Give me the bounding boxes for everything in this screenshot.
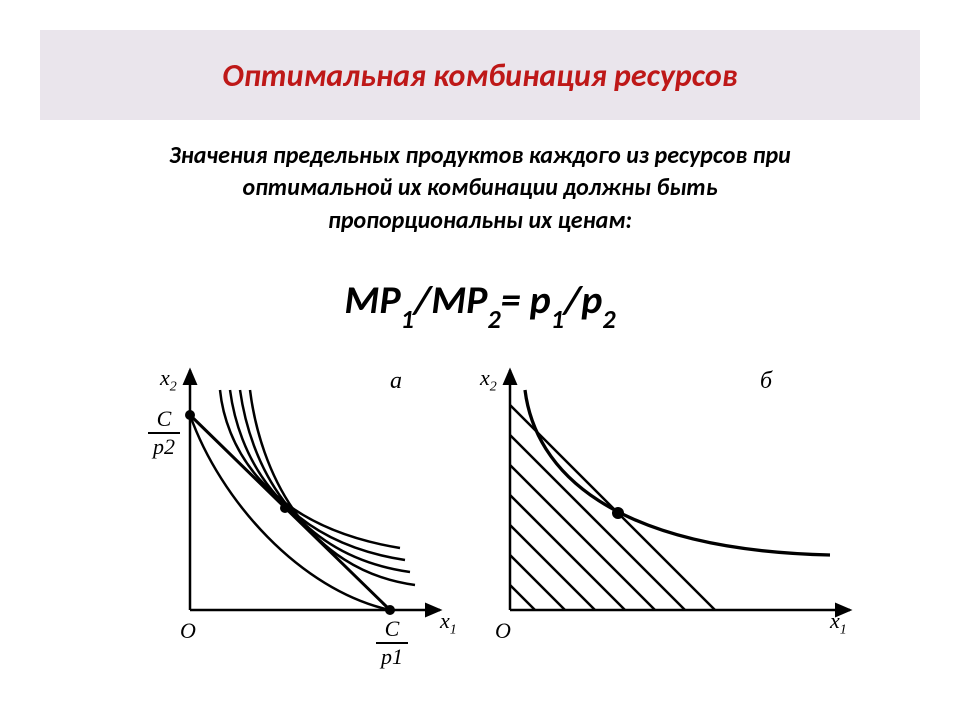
panel-a-origin-label: O bbox=[180, 618, 196, 644]
subtitle-line-3: пропорциональны их ценам: bbox=[328, 206, 632, 235]
formula-sub1: 1 bbox=[401, 303, 414, 335]
subtitle-line-2: оптимальной их комбинации должны быть bbox=[242, 173, 717, 202]
panel-b-y-label: x2 bbox=[480, 365, 497, 395]
panel-a-y-label: x2 bbox=[160, 365, 177, 395]
subtitle-line-1: Значения предельных продуктов каждого из… bbox=[169, 141, 791, 170]
subtitle: Значения предельных продуктов каждого из… bbox=[40, 140, 920, 237]
panel-a-letter: а bbox=[390, 368, 402, 395]
formula-sub2: 2 bbox=[487, 303, 500, 335]
formula-sub4: 2 bbox=[602, 303, 615, 335]
formula-slash-mp: /MP bbox=[414, 275, 488, 324]
panel-a-x-label: x1 bbox=[440, 608, 457, 638]
page-title: Оптимальная комбинация ресурсов bbox=[222, 56, 737, 95]
formula-slash-p: /p bbox=[564, 275, 602, 324]
formula-eq-p: = p bbox=[501, 275, 551, 324]
title-band: Оптимальная комбинация ресурсов bbox=[40, 30, 920, 120]
formula-mp: MP bbox=[344, 275, 400, 324]
panel-a-x-intercept-frac: C p1 bbox=[376, 618, 408, 668]
diagram-container: x2 C p2 O C p1 x1 а x2 O x1 б bbox=[130, 360, 860, 680]
panel-b-letter: б bbox=[760, 368, 772, 395]
panel-a-y-intercept-frac: C p2 bbox=[148, 408, 180, 458]
panel-b-x-label: x1 bbox=[830, 608, 847, 638]
formula-sub3: 1 bbox=[551, 303, 564, 335]
panel-b-origin-label: O bbox=[495, 618, 511, 644]
formula: MP1/MP2= p1/p2 bbox=[0, 275, 960, 329]
